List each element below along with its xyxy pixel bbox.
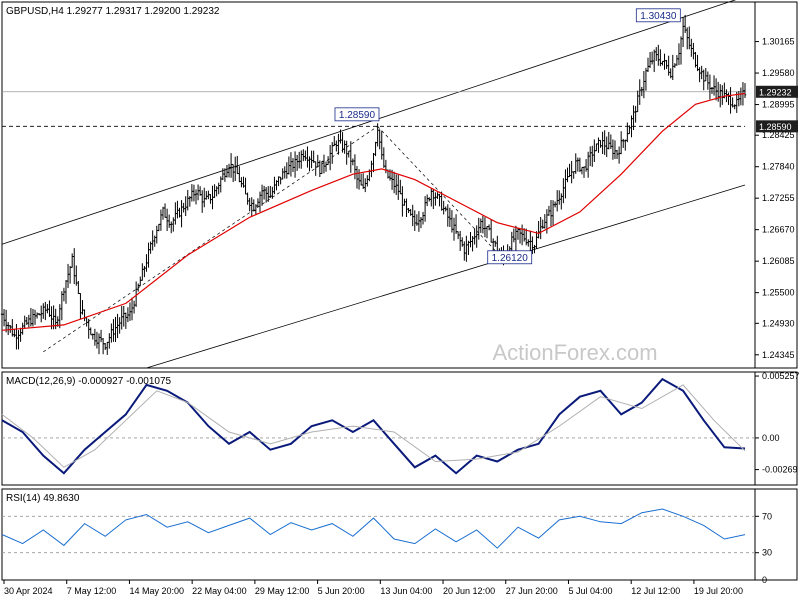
x-tick-label: 5 Jun 20:00 bbox=[318, 586, 365, 596]
x-tick-label: 5 Jul 04:00 bbox=[568, 586, 612, 596]
rsi-pane-title: RSI(14) 49.8630 bbox=[6, 493, 80, 504]
peak-annotation-box bbox=[635, 8, 681, 23]
channel-lower-line bbox=[146, 184, 746, 369]
watermark-text: ActionForex.com bbox=[492, 340, 657, 365]
pane-frame-1 bbox=[1, 371, 798, 486]
peak-annotation-box bbox=[487, 250, 533, 265]
peak-annotation-box bbox=[334, 107, 380, 122]
rsi-y-tick-label: 0 bbox=[762, 575, 767, 585]
macd-y-tick-label: -0.00269 bbox=[762, 465, 798, 475]
x-tick-label: 27 Jun 20:00 bbox=[506, 586, 558, 596]
peak-annotation-label: 1.30430 bbox=[640, 11, 677, 22]
macd-signal-line bbox=[1, 384, 746, 468]
price-y-tick-label: 1.26085 bbox=[762, 256, 795, 266]
price-y-tick-label: 1.27255 bbox=[762, 193, 795, 203]
rsi-line bbox=[1, 508, 746, 549]
pane-frame-0 bbox=[1, 1, 798, 369]
rsi-y-tick-label: 30 bbox=[762, 548, 772, 558]
peak-annotation-label: 1.26120 bbox=[492, 253, 529, 264]
macd-pane-title: MACD(12,26,9) -0.000927 -0.001075 bbox=[6, 376, 172, 387]
price-bars-group bbox=[0, 14, 747, 355]
last-price-tag: 1.29232 bbox=[759, 87, 792, 97]
x-tick-label: 29 May 12:00 bbox=[255, 586, 310, 596]
price-y-tick-label: 1.25500 bbox=[762, 288, 795, 298]
price-y-tick-label: 1.27840 bbox=[762, 162, 795, 172]
price-y-tick-label: 1.30165 bbox=[762, 37, 795, 47]
last-price-tag-bg bbox=[756, 85, 798, 98]
x-tick-label: 14 May 20:00 bbox=[129, 586, 184, 596]
price-pane-title: GBPUSD,H4 1.29277 1.29317 1.29200 1.2923… bbox=[6, 6, 220, 17]
rsi-y-tick-label: 70 bbox=[762, 511, 772, 521]
macd-y-tick-label: 0.005257 bbox=[762, 371, 800, 381]
moving-average-line bbox=[1, 92, 746, 331]
x-tick-label: 22 May 04:00 bbox=[192, 586, 247, 596]
level-tag: 1.28590 bbox=[759, 122, 792, 132]
peak-annotation-label: 1.28590 bbox=[339, 110, 376, 121]
x-tick-label: 7 May 12:00 bbox=[67, 586, 117, 596]
price-y-tick-label: 1.24930 bbox=[762, 318, 795, 328]
x-tick-label: 19 Jul 20:00 bbox=[694, 586, 743, 596]
price-y-tick-label: 1.24345 bbox=[762, 350, 795, 360]
price-y-tick-label: 1.28425 bbox=[762, 130, 795, 140]
x-tick-label: 20 Jun 12:00 bbox=[443, 586, 495, 596]
fib-dashed-up bbox=[43, 126, 378, 353]
price-y-tick-label: 1.28995 bbox=[762, 100, 795, 110]
x-tick-label: 13 Jun 04:00 bbox=[380, 586, 432, 596]
pane-frame-2 bbox=[1, 488, 798, 581]
macd-y-tick-label: 0.00 bbox=[762, 433, 780, 443]
price-y-tick-label: 1.29580 bbox=[762, 68, 795, 78]
x-tick-label: 30 Apr 2024 bbox=[4, 586, 53, 596]
price-y-tick-label: 1.26670 bbox=[762, 225, 795, 235]
macd-line bbox=[1, 377, 746, 475]
x-tick-label: 12 Jul 12:00 bbox=[631, 586, 680, 596]
level-tag-bg bbox=[756, 120, 798, 133]
